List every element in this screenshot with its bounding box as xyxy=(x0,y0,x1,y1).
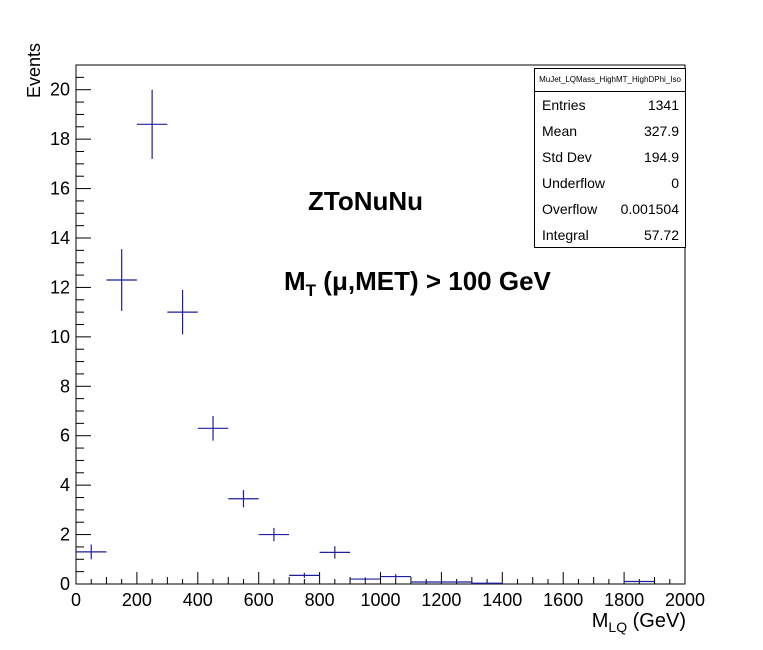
stats-row-mean: Mean 327.9 xyxy=(535,118,685,144)
x-tick-label: 400 xyxy=(183,590,213,610)
stats-value: 0.001504 xyxy=(620,201,679,217)
stats-label: Underflow xyxy=(542,175,606,191)
x-tick-label: 1200 xyxy=(421,590,461,610)
y-tick-label: 18 xyxy=(50,129,70,149)
cut-sub: T xyxy=(305,281,317,301)
stats-box: MuJet_LQMass_HighMT_HighDPhi_Iso Entries… xyxy=(534,68,686,248)
stats-label: Overflow xyxy=(542,201,598,217)
y-axis-label: Events xyxy=(24,42,44,98)
stats-value: 57.72 xyxy=(643,227,679,243)
cut-rest: (μ,MET) > 100 GeV xyxy=(316,266,551,296)
x-tick-label: 2000 xyxy=(665,590,705,610)
x-tick-label: 600 xyxy=(244,590,274,610)
stats-value: 327.9 xyxy=(643,123,679,139)
x-tick-label: 1800 xyxy=(604,590,644,610)
y-tick-label: 8 xyxy=(60,376,70,396)
sample-annotation: ZToNuNu xyxy=(308,186,424,216)
x-axis-label-sub: LQ xyxy=(608,619,628,635)
stats-row-stddev: Std Dev 194.9 xyxy=(535,144,685,170)
stats-row-entries: Entries 1341 xyxy=(535,92,685,118)
x-axis-label-unit: (GeV) xyxy=(627,610,686,632)
y-tick-label: 0 xyxy=(60,574,70,594)
y-tick-label: 10 xyxy=(50,327,70,347)
y-tick-label: 14 xyxy=(50,228,70,248)
stats-value: 1341 xyxy=(647,97,679,113)
x-axis-label: MLQ (GeV) xyxy=(592,610,686,635)
y-tick-label: 4 xyxy=(60,475,70,495)
histogram-marks xyxy=(76,89,655,584)
x-tick-label: 200 xyxy=(122,590,152,610)
cut-annotation: MT (μ,MET) > 100 GeV xyxy=(284,266,551,301)
x-tick-label: 800 xyxy=(305,590,335,610)
stats-value: 0 xyxy=(671,175,679,191)
y-tick-label: 16 xyxy=(50,179,70,199)
y-tick-label: 2 xyxy=(60,525,70,545)
stats-label: Std Dev xyxy=(542,149,592,165)
stats-title: MuJet_LQMass_HighMT_HighDPhi_Iso xyxy=(535,69,685,92)
stats-label: Integral xyxy=(542,227,589,243)
stats-row-integral: Integral 57.72 xyxy=(535,222,685,248)
stats-row-underflow: Underflow 0 xyxy=(535,170,685,196)
stats-row-overflow: Overflow 0.001504 xyxy=(535,196,685,222)
cut-main: M xyxy=(284,266,306,296)
stats-label: Entries xyxy=(542,97,586,113)
stats-value: 194.9 xyxy=(643,149,679,165)
axis-ticks: 0 200 400 600 800 1000 1200 1400 1600 1800 2000024… xyxy=(50,64,705,610)
x-tick-label: 0 xyxy=(71,590,81,610)
y-tick-label: 12 xyxy=(50,277,70,297)
x-tick-label: 1000 xyxy=(360,590,400,610)
x-tick-label: 1400 xyxy=(482,590,522,610)
y-tick-label: 20 xyxy=(50,80,70,100)
x-axis-label-main: M xyxy=(591,610,609,632)
stats-label: Mean xyxy=(542,123,578,139)
x-tick-label: 1600 xyxy=(543,590,583,610)
y-tick-label: 6 xyxy=(60,426,70,446)
